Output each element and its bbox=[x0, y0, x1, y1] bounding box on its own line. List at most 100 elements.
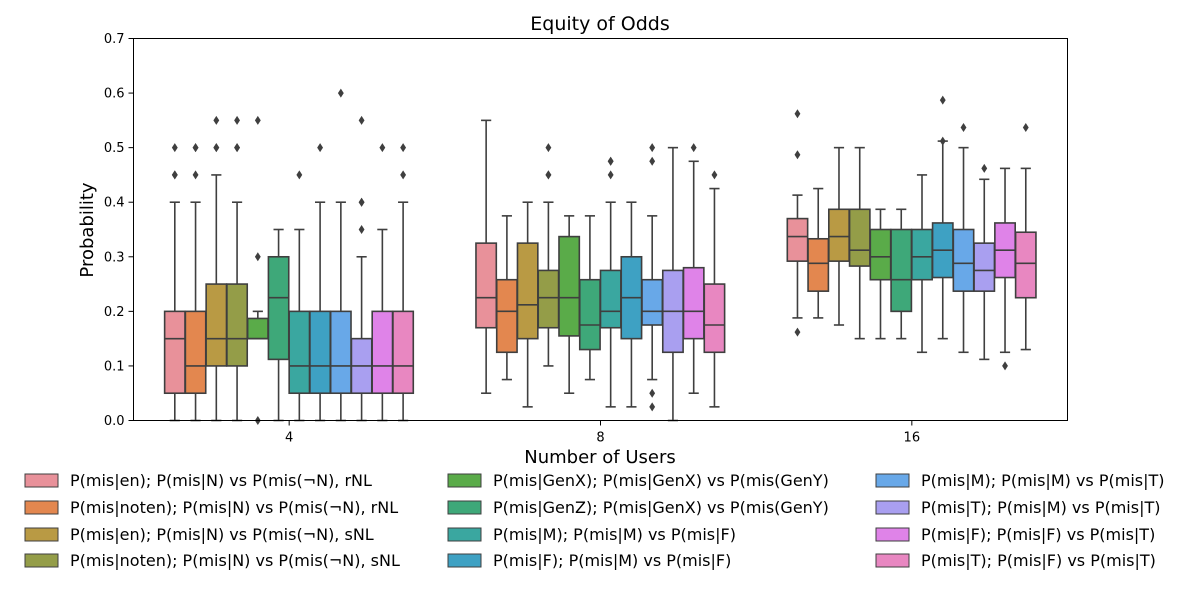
legend: P(mis|en); P(mis|N) vs P(mis(¬N), rNL P(m… bbox=[24, 471, 1165, 570]
box-flier bbox=[1022, 122, 1029, 132]
box-flier bbox=[960, 122, 967, 132]
box-body bbox=[682, 266, 705, 340]
box-body bbox=[392, 310, 415, 395]
x-axis-label: Number of Users bbox=[524, 447, 676, 468]
chart-title: Equity of Odds bbox=[530, 13, 669, 35]
box-flier bbox=[607, 170, 614, 180]
y-tick-label: 0.7 bbox=[104, 32, 125, 47]
box-body bbox=[890, 228, 913, 313]
y-axis-ticks: 0.0 0.1 0.2 0.3 0.4 0.5 0.6 0.7 bbox=[104, 32, 134, 429]
box-flier bbox=[690, 143, 697, 153]
y-tick-label: 0.6 bbox=[104, 87, 125, 102]
y-tick-label: 0.5 bbox=[104, 141, 125, 156]
box-flier bbox=[358, 197, 365, 207]
plot-area bbox=[163, 88, 1037, 425]
box-body bbox=[516, 242, 539, 340]
box-flier bbox=[545, 170, 552, 180]
box-body bbox=[786, 217, 809, 262]
x-axis-ticks: 4 8 16 bbox=[285, 420, 920, 446]
box-body bbox=[869, 228, 892, 281]
box-body bbox=[246, 317, 269, 340]
legend-entry-label: P(mis|GenX); P(mis|GenX) vs P(mis(GenY) bbox=[493, 471, 829, 490]
box-body bbox=[205, 283, 228, 367]
box-body bbox=[329, 310, 352, 395]
box-flier bbox=[981, 163, 988, 173]
legend-entry-label: P(mis|M); P(mis|M) vs P(mis|T) bbox=[921, 471, 1165, 490]
y-tick-label: 0.4 bbox=[104, 196, 125, 211]
y-tick-label: 0.0 bbox=[104, 414, 125, 429]
box-body bbox=[226, 283, 249, 367]
box-flier bbox=[358, 225, 365, 234]
box-body bbox=[537, 269, 560, 329]
box-body bbox=[973, 242, 996, 292]
legend-swatch bbox=[447, 473, 482, 488]
box-flier bbox=[794, 150, 801, 160]
legend-entry-label: P(mis|en); P(mis|N) vs P(mis(¬N), sNL bbox=[70, 525, 374, 544]
y-tick-label: 0.1 bbox=[104, 359, 125, 374]
y-tick-label: 0.3 bbox=[104, 250, 125, 265]
box-flier bbox=[192, 143, 199, 153]
legend-swatch bbox=[24, 473, 59, 488]
box-flier bbox=[649, 402, 656, 412]
box-flier bbox=[234, 115, 240, 125]
box-body bbox=[371, 310, 394, 395]
legend-entry-label: P(mis|F); P(mis|M) vs P(mis|F) bbox=[493, 551, 731, 570]
box-flier bbox=[192, 170, 199, 180]
legend-entry-label: P(mis|noten); P(mis|N) vs P(mis(¬N), rNL bbox=[70, 498, 398, 517]
legend-swatch bbox=[447, 553, 482, 568]
box-flier bbox=[649, 143, 656, 153]
box-body bbox=[475, 242, 498, 329]
legend-swatch bbox=[447, 527, 482, 542]
box-body bbox=[495, 278, 518, 354]
box-body bbox=[1014, 231, 1037, 299]
legend-swatch bbox=[447, 500, 482, 515]
box-body bbox=[952, 228, 975, 292]
legend-swatch bbox=[875, 500, 910, 515]
box-body bbox=[267, 255, 290, 361]
box-flier bbox=[1002, 361, 1008, 371]
box-flier bbox=[939, 136, 946, 146]
legend-swatch bbox=[875, 527, 910, 542]
box-body bbox=[578, 278, 601, 351]
box-flier bbox=[171, 143, 178, 153]
box-flier bbox=[649, 156, 656, 166]
box-flier bbox=[254, 252, 261, 262]
legend-swatch bbox=[24, 500, 59, 515]
box-flier bbox=[711, 170, 718, 180]
box-body bbox=[288, 310, 311, 395]
x-tick-label: 8 bbox=[596, 431, 604, 446]
box-body bbox=[184, 310, 207, 395]
box-flier bbox=[337, 88, 344, 98]
box-body bbox=[848, 208, 871, 267]
legend-entry-label: P(mis|T); P(mis|F) vs P(mis|T) bbox=[921, 551, 1156, 570]
x-tick-label: 4 bbox=[285, 431, 293, 446]
box-flier bbox=[794, 109, 801, 119]
legend-entry-label: P(mis|F); P(mis|F) vs P(mis|T) bbox=[921, 525, 1155, 544]
legend-entry-label: P(mis|T); P(mis|M) vs P(mis|T) bbox=[921, 498, 1160, 517]
legend-entry-label: P(mis|GenZ); P(mis|GenX) vs P(mis(GenY) bbox=[493, 498, 829, 517]
box-flier bbox=[400, 143, 407, 153]
box-body bbox=[828, 208, 850, 262]
box-flier bbox=[234, 143, 240, 153]
box-body bbox=[163, 310, 186, 395]
box-flier bbox=[317, 143, 324, 153]
box-flier bbox=[296, 170, 303, 180]
box-flier bbox=[545, 143, 552, 153]
box-flier bbox=[213, 143, 220, 153]
box-body bbox=[911, 228, 933, 281]
legend-swatch bbox=[875, 473, 910, 488]
box-flier bbox=[400, 170, 407, 180]
legend-entry-label: P(mis|en); P(mis|N) vs P(mis(¬N), rNL bbox=[70, 471, 372, 490]
box-flier bbox=[379, 143, 386, 153]
legend-swatch bbox=[24, 527, 59, 542]
box-body bbox=[309, 310, 332, 395]
legend-entry-label: P(mis|M); P(mis|M) vs P(mis|F) bbox=[493, 525, 736, 544]
box-body bbox=[641, 278, 664, 326]
box-flier bbox=[213, 115, 220, 125]
y-tick-label: 0.2 bbox=[104, 305, 125, 320]
box-body bbox=[703, 283, 726, 354]
box-flier bbox=[607, 156, 614, 166]
box-flier bbox=[939, 95, 946, 105]
box-body bbox=[558, 235, 581, 337]
